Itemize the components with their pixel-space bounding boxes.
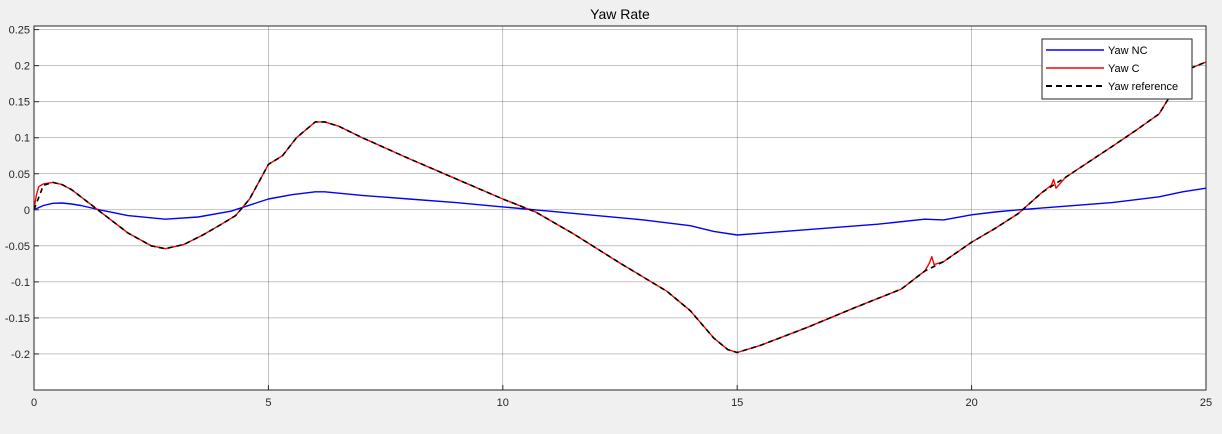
legend-items: Yaw NC Yaw C Yaw reference (1046, 45, 1178, 93)
y-tick-label: 0.15 (9, 97, 30, 109)
y-tick-label: 0.2 (15, 61, 30, 73)
legend-label: Yaw NC (1108, 45, 1148, 57)
x-tick-label: 5 (265, 397, 271, 409)
y-tick-label: 0 (24, 205, 30, 217)
tick-labels: 0 5 10 15 20 25 -0.2 -0.15 -0.1 -0.05 0 0.05 0.1 0.15… (5, 25, 1212, 409)
axes-background (34, 26, 1206, 390)
y-tick-label: 0.05 (9, 169, 30, 181)
chart-title: Yaw Rate (590, 6, 650, 22)
legend-label: Yaw C (1108, 63, 1140, 75)
legend-box (1041, 38, 1193, 100)
y-tick-label: -0.1 (11, 277, 30, 289)
y-tick-label: -0.2 (11, 349, 30, 361)
series-line-yaw-nc (33, 187, 1207, 236)
series-group (33, 61, 1207, 354)
x-tick-label: 20 (965, 397, 977, 409)
x-tick-label: 10 (497, 397, 509, 409)
axes-frame (33, 25, 1207, 391)
series-line-yaw-reference (33, 61, 1207, 354)
x-tick-label: 15 (731, 397, 743, 409)
x-tick-label: 25 (1200, 397, 1212, 409)
grid-lines (34, 26, 1206, 390)
y-tick-label: -0.15 (5, 313, 30, 325)
y-tick-label: 0.25 (9, 25, 30, 37)
legend-label: Yaw reference (1108, 81, 1178, 93)
y-tick-label: -0.05 (5, 241, 30, 253)
legend: Yaw NC Yaw C Yaw reference (1041, 38, 1193, 100)
x-tick-label: 0 (31, 397, 37, 409)
y-tick-label: 0.1 (15, 133, 30, 145)
series-line-yaw-c (33, 61, 1207, 354)
